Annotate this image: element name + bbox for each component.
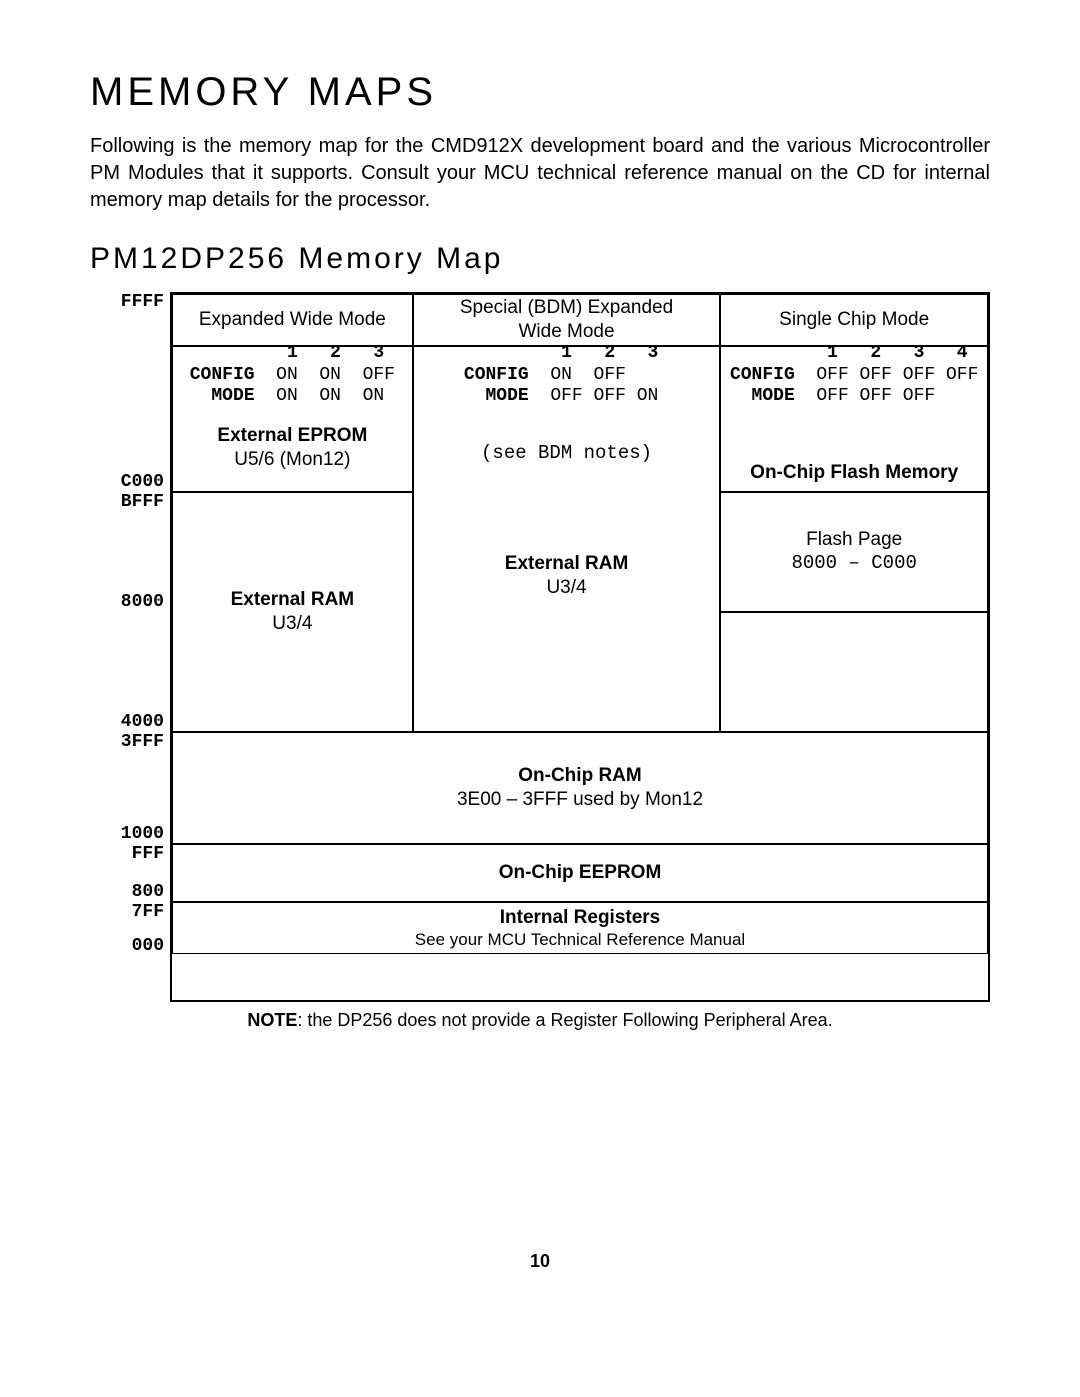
mode-label: Single Chip Mode (779, 308, 929, 332)
flash-page: Flash Page 8000 – C000 (720, 492, 988, 612)
switches-colB: 1 2 3 CONFIG ON OFF MODE OFF OFF ON (413, 346, 721, 404)
flash-page-label: Flash Page (806, 528, 902, 552)
onchip-eeprom: On-Chip EEPROM (172, 844, 988, 902)
footnote: NOTE: the DP256 does not provide a Regis… (90, 1010, 990, 1031)
mode-label-line1: Special (BDM) Expanded (460, 296, 673, 320)
mode-label: Expanded Wide Mode (199, 308, 386, 332)
addr-8000: 8000 (121, 592, 164, 612)
page-title: MEMORY MAPS (90, 70, 990, 115)
ext-ram-b-title: External RAM (505, 552, 629, 576)
ext-ram-a-sub: U3/4 (272, 612, 312, 636)
eeprom-title: On-Chip EEPROM (499, 861, 662, 885)
sw-c-2: CONFIG OFF OFF OFF OFF (730, 365, 978, 385)
onchip-ram-sub: 3E00 – 3FFF used by Mon12 (457, 788, 703, 812)
mode-label-line2: Wide Mode (518, 320, 614, 344)
note-bold: NOTE (247, 1010, 297, 1030)
empty-cell-c (720, 612, 988, 732)
regs-title: Internal Registers (500, 906, 661, 930)
switches-colA: 1 2 3 CONFIG ON ON OFF MODE ON ON ON (172, 346, 413, 404)
bdm-and-ram-colB: (see BDM notes) External RAM U3/4 (413, 404, 721, 732)
ext-ram-b-sub: U3/4 (546, 576, 586, 600)
subheading: PM12DP256 Memory Map (90, 242, 990, 276)
addr-1000: 1000 (121, 824, 164, 844)
external-eprom: External EPROM U5/6 (Mon12) (172, 404, 413, 492)
addr-FFFF: FFFF (121, 292, 164, 312)
addr-7FF: 7FF (132, 902, 164, 922)
flash-page-range: 8000 – C000 (791, 552, 916, 576)
onchip-ram: On-Chip RAM 3E00 – 3FFF used by Mon12 (172, 732, 988, 844)
mode-single-chip: Single Chip Mode (720, 294, 988, 346)
addr-FFF: FFF (132, 844, 164, 864)
addr-800: 800 (132, 882, 164, 902)
addr-000: 000 (132, 936, 164, 956)
mode-expanded-wide: Expanded Wide Mode (172, 294, 413, 346)
eprom-sub: U5/6 (Mon12) (234, 448, 350, 472)
sw-a-1: 1 2 3 (190, 343, 395, 363)
sw-b-1: 1 2 3 (464, 343, 669, 363)
addr-C000: C000 (121, 472, 164, 492)
switches-colC: 1 2 3 4 CONFIG OFF OFF OFF OFF MODE OFF … (720, 346, 988, 404)
addr-3FFF: 3FFF (121, 732, 164, 752)
flash-memory: On-Chip Flash Memory (720, 404, 988, 492)
memory-grid: Expanded Wide Mode Special (BDM) Expande… (170, 292, 990, 1002)
intro-text: Following is the memory map for the CMD9… (90, 133, 990, 214)
onchip-ram-title: On-Chip RAM (518, 764, 641, 788)
sw-c-1: 1 2 3 4 (730, 343, 978, 363)
addr-4000: 4000 (121, 712, 164, 732)
addr-BFFF: BFFF (121, 492, 164, 512)
internal-registers: Internal Registers See your MCU Technica… (172, 902, 988, 954)
external-ram-a: External RAM U3/4 (172, 492, 413, 732)
sw-a-2: CONFIG ON ON OFF (190, 365, 395, 385)
mode-bdm-expanded: Special (BDM) Expanded Wide Mode (413, 294, 721, 346)
note-text: : the DP256 does not provide a Register … (297, 1010, 832, 1030)
regs-sub: See your MCU Technical Reference Manual (415, 929, 745, 950)
bdm-note: (see BDM notes) (481, 442, 652, 466)
ext-ram-a-title: External RAM (231, 588, 355, 612)
sw-b-2: CONFIG ON OFF (464, 365, 669, 385)
memory-map-diagram: FFFF C000 BFFF 8000 4000 3FFF 1000 FFF 8… (90, 292, 990, 1002)
flash-title: On-Chip Flash Memory (750, 461, 958, 485)
page-number: 10 (90, 1251, 990, 1272)
eprom-title: External EPROM (217, 424, 367, 448)
address-column: FFFF C000 BFFF 8000 4000 3FFF 1000 FFF 8… (90, 292, 170, 1002)
